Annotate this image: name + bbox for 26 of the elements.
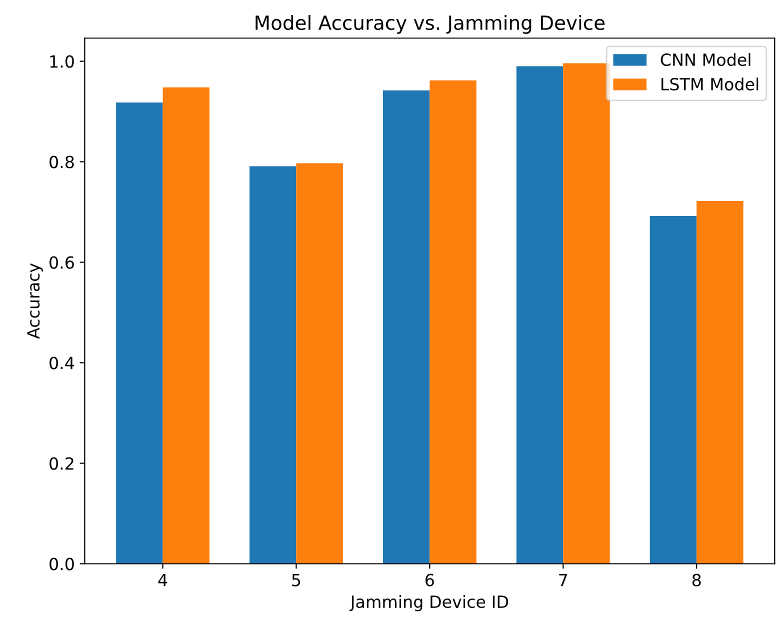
bar: [516, 66, 564, 564]
y-axis-title: Accuracy: [27, 263, 43, 339]
y-tick-label: 0.4: [50, 356, 74, 370]
y-tick-label: 0.6: [50, 256, 74, 269]
bar: [250, 166, 296, 564]
x-tick-label: 7: [559, 574, 568, 586]
bar: [563, 63, 610, 564]
bar: [162, 87, 210, 564]
y-tick-label: 1.0: [50, 55, 74, 68]
x-axis-title: Jamming Device ID: [349, 595, 508, 612]
x-tick-label: 8: [692, 574, 701, 586]
bar: [382, 90, 430, 564]
bar: [116, 102, 163, 564]
bar: [430, 80, 476, 564]
chart-title: Model Accuracy vs. Jamming Device: [256, 15, 605, 34]
y-tick-label: 0.2: [50, 457, 74, 470]
bar: [650, 216, 697, 564]
y-tick-label: 0.0: [50, 558, 74, 570]
y-tick-label: 0.8: [50, 156, 74, 168]
x-tick-label: 5: [292, 574, 300, 586]
x-tick-label: 4: [158, 574, 168, 586]
bar: [296, 163, 343, 564]
legend-label: CNN Model: [660, 53, 750, 66]
legend-label: LSTM Model: [662, 78, 758, 90]
x-tick-label: 6: [426, 574, 434, 586]
bar: [696, 200, 744, 564]
